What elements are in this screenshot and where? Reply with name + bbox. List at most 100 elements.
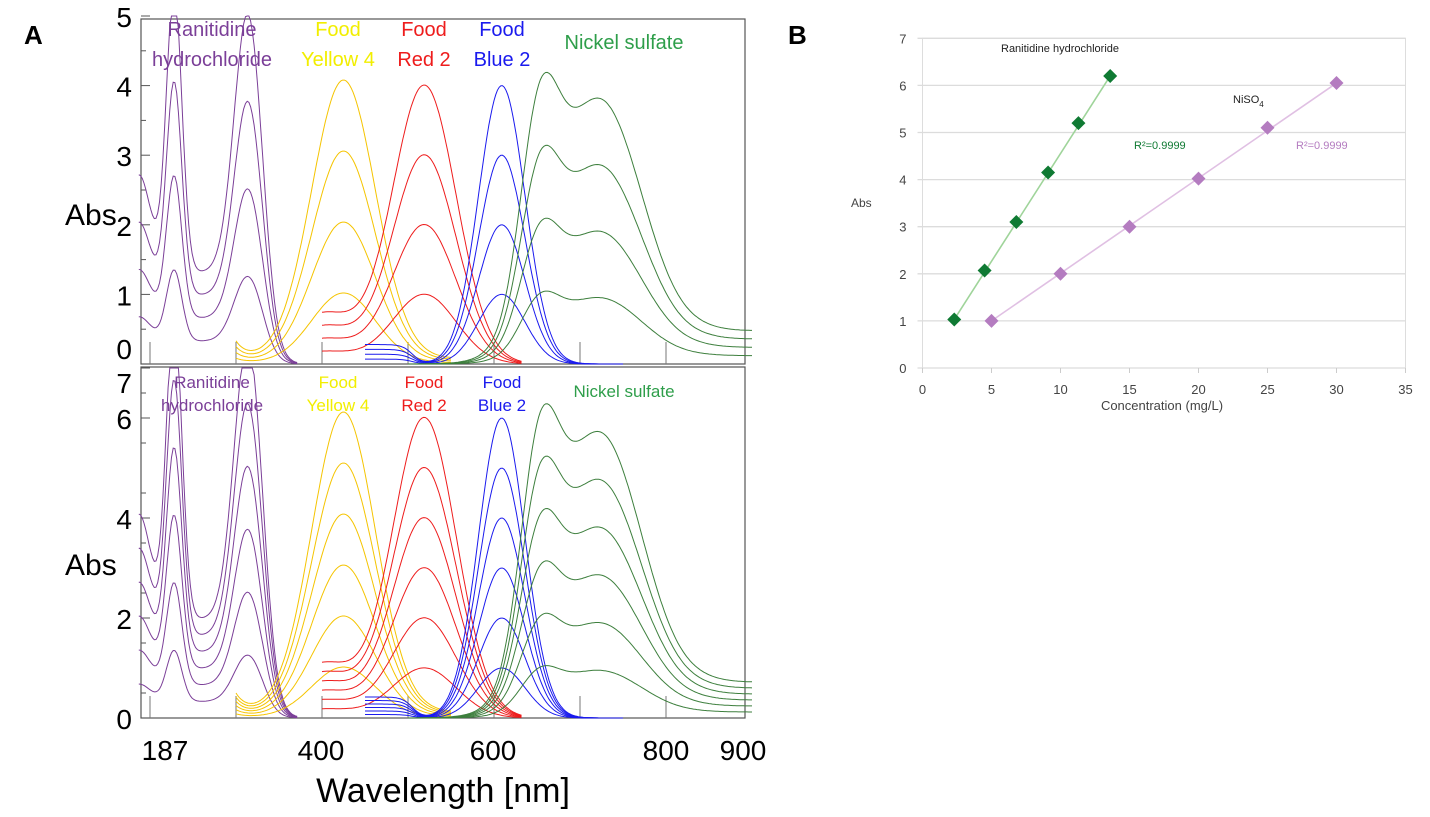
spectrum-ranitidine-4 bbox=[138, 447, 298, 718]
spectrum-ranitidine-6 bbox=[138, 367, 298, 717]
compound-label: Yellow 4 bbox=[307, 396, 370, 415]
y-tick-label: 7 bbox=[116, 368, 132, 399]
spectrum-red-6 bbox=[321, 416, 522, 716]
x-tick-label: 187 bbox=[142, 735, 189, 766]
x-tick-label: 20 bbox=[1191, 382, 1205, 397]
x-tick-label: 800 bbox=[643, 735, 690, 766]
spectrum-yellow-3 bbox=[235, 150, 452, 360]
r2-niso4: R²=0.9999 bbox=[1296, 140, 1348, 152]
compound-label: Blue 2 bbox=[478, 396, 526, 415]
compound-label: Blue 2 bbox=[474, 49, 531, 71]
compound-label: Nickel sulfate bbox=[573, 382, 674, 401]
data-point-1 bbox=[1329, 76, 1344, 91]
data-point-0 bbox=[1009, 214, 1024, 229]
spectrum-yellow-2 bbox=[235, 615, 452, 717]
spectrum-nickel-2 bbox=[408, 217, 752, 365]
series-label-niso4: NiSO4 bbox=[1233, 94, 1264, 109]
spectrum-yellow-4 bbox=[235, 79, 452, 358]
compound-label: hydrochloride bbox=[152, 49, 272, 71]
x-axis-label: Wavelength [nm] bbox=[316, 772, 570, 810]
x-axis-label: Concentration (mg/L) bbox=[1101, 398, 1223, 413]
y-tick-label: 0 bbox=[116, 704, 132, 735]
panel-a-label: A bbox=[24, 20, 43, 50]
y-tick-label: 0 bbox=[899, 361, 906, 376]
y-tick-label: 0 bbox=[116, 334, 132, 365]
bottom-spectra-plot: 0 2 4 6 7 Ranitidine hydrochloride Food Yellow 4… bbox=[116, 367, 767, 766]
compound-label: Food bbox=[315, 19, 361, 41]
spectrum-ranitidine-4 bbox=[138, 15, 298, 363]
spectrum-red-3 bbox=[321, 567, 522, 718]
spectrum-nickel-5 bbox=[408, 455, 753, 719]
x-tick-label: 900 bbox=[720, 735, 767, 766]
spectrum-nickel-2 bbox=[408, 612, 752, 719]
spectrum-red-5 bbox=[321, 466, 522, 717]
x-tick-label: 400 bbox=[298, 735, 345, 766]
spectrum-red-4 bbox=[321, 84, 522, 362]
spectrum-blue-3 bbox=[365, 154, 623, 365]
bottom-y-axis-label: Abs bbox=[65, 549, 117, 582]
subscript: 4 bbox=[1259, 100, 1264, 109]
spectrum-red-2 bbox=[321, 617, 522, 718]
data-point-0 bbox=[947, 312, 962, 327]
spectrum-red-3 bbox=[321, 154, 522, 363]
data-point-1 bbox=[984, 313, 999, 328]
compound-label: Food bbox=[405, 373, 444, 392]
y-tick-label: 6 bbox=[899, 78, 906, 93]
trendline-1 bbox=[991, 82, 1337, 322]
spectrum-yellow-2 bbox=[235, 221, 452, 362]
y-tick-label: 4 bbox=[116, 72, 132, 103]
y-tick-label: 5 bbox=[899, 126, 906, 141]
spectrum-blue-4 bbox=[365, 85, 623, 365]
data-point-0 bbox=[1041, 165, 1056, 180]
y-tick-label: 1 bbox=[116, 280, 132, 311]
spectrum-ranitidine-1 bbox=[138, 269, 298, 365]
calibration-plot: 0 1 2 3 4 5 6 7 0 5 10 15 20 25 30 35 Concentration (mg/… bbox=[851, 31, 1413, 413]
spectrum-ranitidine-2 bbox=[138, 582, 298, 718]
top-spectra-plot: 0 1 2 3 4 5 Ranitidine hydrochloride Food Yellow … bbox=[116, 2, 752, 365]
top-y-axis-label: Abs bbox=[65, 199, 117, 232]
y-tick-label: 4 bbox=[116, 504, 132, 535]
spectrum-yellow-6 bbox=[235, 411, 452, 712]
compound-label: Food bbox=[483, 373, 522, 392]
spectrum-yellow-5 bbox=[235, 462, 452, 713]
spectrum-yellow-4 bbox=[235, 513, 452, 714]
spectrum-nickel-1 bbox=[408, 665, 752, 719]
data-point-1 bbox=[1260, 120, 1275, 135]
y-tick-label: 3 bbox=[116, 141, 132, 172]
x-tick-label: 5 bbox=[988, 382, 995, 397]
series-label-text: NiSO bbox=[1233, 94, 1260, 106]
y-axis-label: Abs bbox=[851, 196, 872, 210]
compound-label: Yellow 4 bbox=[301, 49, 375, 71]
y-tick-label: 1 bbox=[899, 314, 906, 329]
trendline-0 bbox=[953, 75, 1111, 320]
y-tick-label: 3 bbox=[899, 220, 906, 235]
data-point-1 bbox=[1053, 266, 1068, 281]
x-tick-label: 35 bbox=[1398, 382, 1412, 397]
x-tick-label: 25 bbox=[1260, 382, 1274, 397]
r2-ranitidine: R²=0.9999 bbox=[1134, 140, 1186, 152]
y-tick-label: 2 bbox=[116, 604, 132, 635]
spectrum-ranitidine-3 bbox=[138, 81, 298, 364]
y-tick-label: 2 bbox=[899, 267, 906, 282]
compound-label: Red 2 bbox=[401, 396, 446, 415]
data-point-0 bbox=[1103, 68, 1118, 83]
y-tick-label: 6 bbox=[116, 404, 132, 435]
y-tick-label: 4 bbox=[899, 173, 906, 188]
compound-label: Nickel sulfate bbox=[565, 32, 684, 54]
spectrum-ranitidine-2 bbox=[138, 175, 298, 364]
compound-label: hydrochloride bbox=[161, 396, 263, 415]
spectrum-ranitidine-3 bbox=[138, 515, 298, 718]
y-tick-label: 5 bbox=[116, 2, 132, 33]
x-tick-label: 0 bbox=[919, 382, 926, 397]
compound-label: Ranitidine bbox=[174, 373, 250, 392]
data-point-0 bbox=[977, 263, 992, 278]
spectrum-ranitidine-1 bbox=[138, 649, 298, 719]
spectrum-nickel-4 bbox=[408, 71, 752, 365]
spectrum-nickel-4 bbox=[408, 507, 752, 719]
y-tick-label: 2 bbox=[116, 211, 132, 242]
spectrum-nickel-1 bbox=[408, 290, 752, 365]
compound-label: Ranitidine bbox=[168, 19, 257, 41]
series-label-ranitidine: Ranitidine hydrochloride bbox=[1001, 43, 1119, 55]
compound-label: Red 2 bbox=[397, 49, 450, 71]
